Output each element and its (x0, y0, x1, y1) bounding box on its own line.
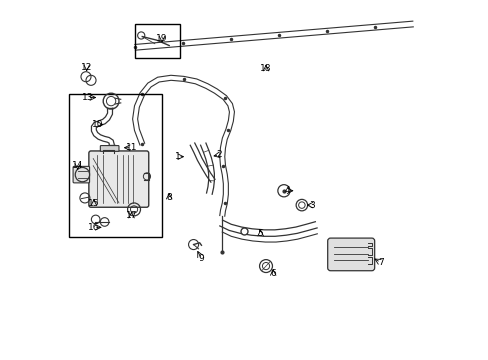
Text: 19: 19 (156, 34, 167, 43)
Text: 6: 6 (270, 269, 276, 278)
FancyBboxPatch shape (89, 151, 148, 207)
Text: 16: 16 (88, 223, 100, 232)
Text: 8: 8 (166, 193, 172, 202)
Text: 12: 12 (81, 63, 92, 72)
Text: 10: 10 (92, 120, 103, 129)
Text: 1: 1 (175, 152, 181, 161)
Bar (69, 94, 162, 237)
Text: 9: 9 (198, 255, 204, 264)
Text: 7: 7 (377, 258, 383, 267)
FancyBboxPatch shape (73, 166, 89, 183)
Bar (135, 24, 180, 58)
Text: 3: 3 (309, 201, 315, 210)
FancyBboxPatch shape (327, 238, 374, 271)
Text: 5: 5 (257, 229, 263, 238)
Text: 11: 11 (125, 143, 137, 152)
Text: 15: 15 (88, 199, 100, 208)
Text: 17: 17 (125, 211, 137, 220)
Text: 13: 13 (81, 93, 93, 102)
Text: 18: 18 (260, 64, 271, 73)
Text: 2: 2 (216, 150, 222, 159)
Text: 14: 14 (72, 161, 83, 170)
Text: 4: 4 (284, 186, 290, 195)
FancyBboxPatch shape (100, 145, 119, 151)
